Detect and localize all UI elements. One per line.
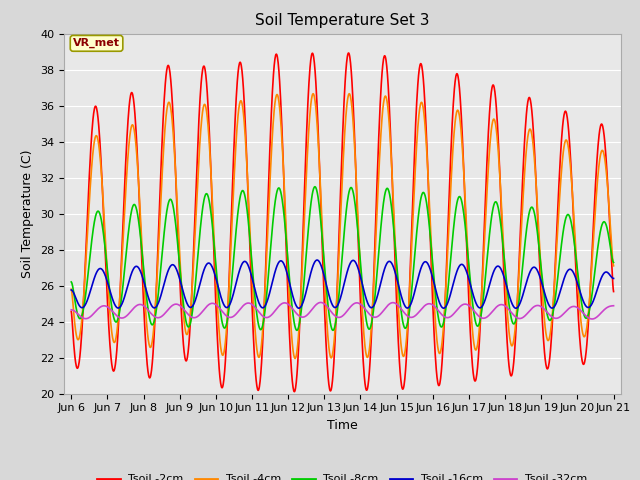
Tsoil -4cm bbox=[109, 337, 117, 343]
Text: VR_met: VR_met bbox=[73, 38, 120, 48]
Tsoil -32cm bbox=[376, 312, 384, 317]
Tsoil -32cm bbox=[131, 304, 139, 310]
Tsoil -2cm bbox=[319, 256, 326, 262]
Tsoil -32cm bbox=[109, 309, 117, 315]
X-axis label: Time: Time bbox=[327, 419, 358, 432]
Tsoil -16cm bbox=[314, 257, 321, 263]
Tsoil -16cm bbox=[109, 298, 117, 304]
Tsoil -2cm bbox=[131, 116, 139, 122]
Tsoil -16cm bbox=[298, 303, 305, 309]
Tsoil -2cm bbox=[377, 94, 385, 99]
Tsoil -16cm bbox=[610, 276, 618, 281]
Tsoil -16cm bbox=[308, 264, 316, 270]
Tsoil -4cm bbox=[377, 137, 385, 143]
Line: Tsoil -4cm: Tsoil -4cm bbox=[71, 94, 614, 359]
Line: Tsoil -8cm: Tsoil -8cm bbox=[71, 187, 614, 330]
Tsoil -4cm bbox=[291, 356, 299, 361]
Tsoil -32cm bbox=[317, 300, 324, 305]
Tsoil -4cm bbox=[309, 91, 317, 96]
Line: Tsoil -32cm: Tsoil -32cm bbox=[71, 302, 614, 319]
Tsoil -4cm bbox=[67, 287, 75, 292]
Tsoil -8cm bbox=[298, 304, 305, 310]
Line: Tsoil -2cm: Tsoil -2cm bbox=[71, 53, 614, 392]
Tsoil -8cm bbox=[109, 312, 117, 318]
Y-axis label: Soil Temperature (C): Soil Temperature (C) bbox=[22, 149, 35, 278]
Tsoil -8cm bbox=[319, 245, 327, 251]
Tsoil -4cm bbox=[610, 263, 618, 269]
Title: Soil Temperature Set 3: Soil Temperature Set 3 bbox=[255, 13, 429, 28]
Tsoil -2cm bbox=[309, 51, 317, 57]
Tsoil -2cm bbox=[610, 288, 618, 294]
Tsoil -4cm bbox=[319, 243, 327, 249]
Tsoil -8cm bbox=[309, 188, 317, 194]
Tsoil -8cm bbox=[131, 203, 139, 208]
Tsoil -2cm bbox=[298, 268, 305, 274]
Tsoil -8cm bbox=[610, 260, 618, 265]
Tsoil -2cm bbox=[291, 389, 298, 395]
Legend: Tsoil -2cm, Tsoil -4cm, Tsoil -8cm, Tsoil -16cm, Tsoil -32cm: Tsoil -2cm, Tsoil -4cm, Tsoil -8cm, Tsoi… bbox=[93, 470, 592, 480]
Tsoil -32cm bbox=[308, 306, 316, 312]
Tsoil -8cm bbox=[377, 228, 385, 233]
Tsoil -8cm bbox=[311, 184, 319, 190]
Tsoil -32cm bbox=[319, 300, 326, 306]
Tsoil -4cm bbox=[309, 91, 317, 96]
Tsoil -32cm bbox=[67, 307, 75, 312]
Tsoil -8cm bbox=[293, 327, 301, 333]
Tsoil -2cm bbox=[67, 309, 75, 314]
Tsoil -32cm bbox=[610, 303, 618, 309]
Tsoil -4cm bbox=[131, 135, 139, 141]
Tsoil -2cm bbox=[344, 50, 352, 56]
Tsoil -2cm bbox=[109, 368, 117, 373]
Tsoil -4cm bbox=[298, 277, 305, 283]
Tsoil -16cm bbox=[131, 264, 139, 270]
Tsoil -8cm bbox=[67, 279, 75, 285]
Line: Tsoil -16cm: Tsoil -16cm bbox=[71, 260, 614, 308]
Tsoil -32cm bbox=[588, 316, 596, 322]
Tsoil -32cm bbox=[298, 314, 305, 320]
Tsoil -16cm bbox=[319, 267, 326, 273]
Tsoil -16cm bbox=[512, 305, 520, 311]
Tsoil -16cm bbox=[67, 287, 75, 293]
Tsoil -16cm bbox=[376, 282, 384, 288]
